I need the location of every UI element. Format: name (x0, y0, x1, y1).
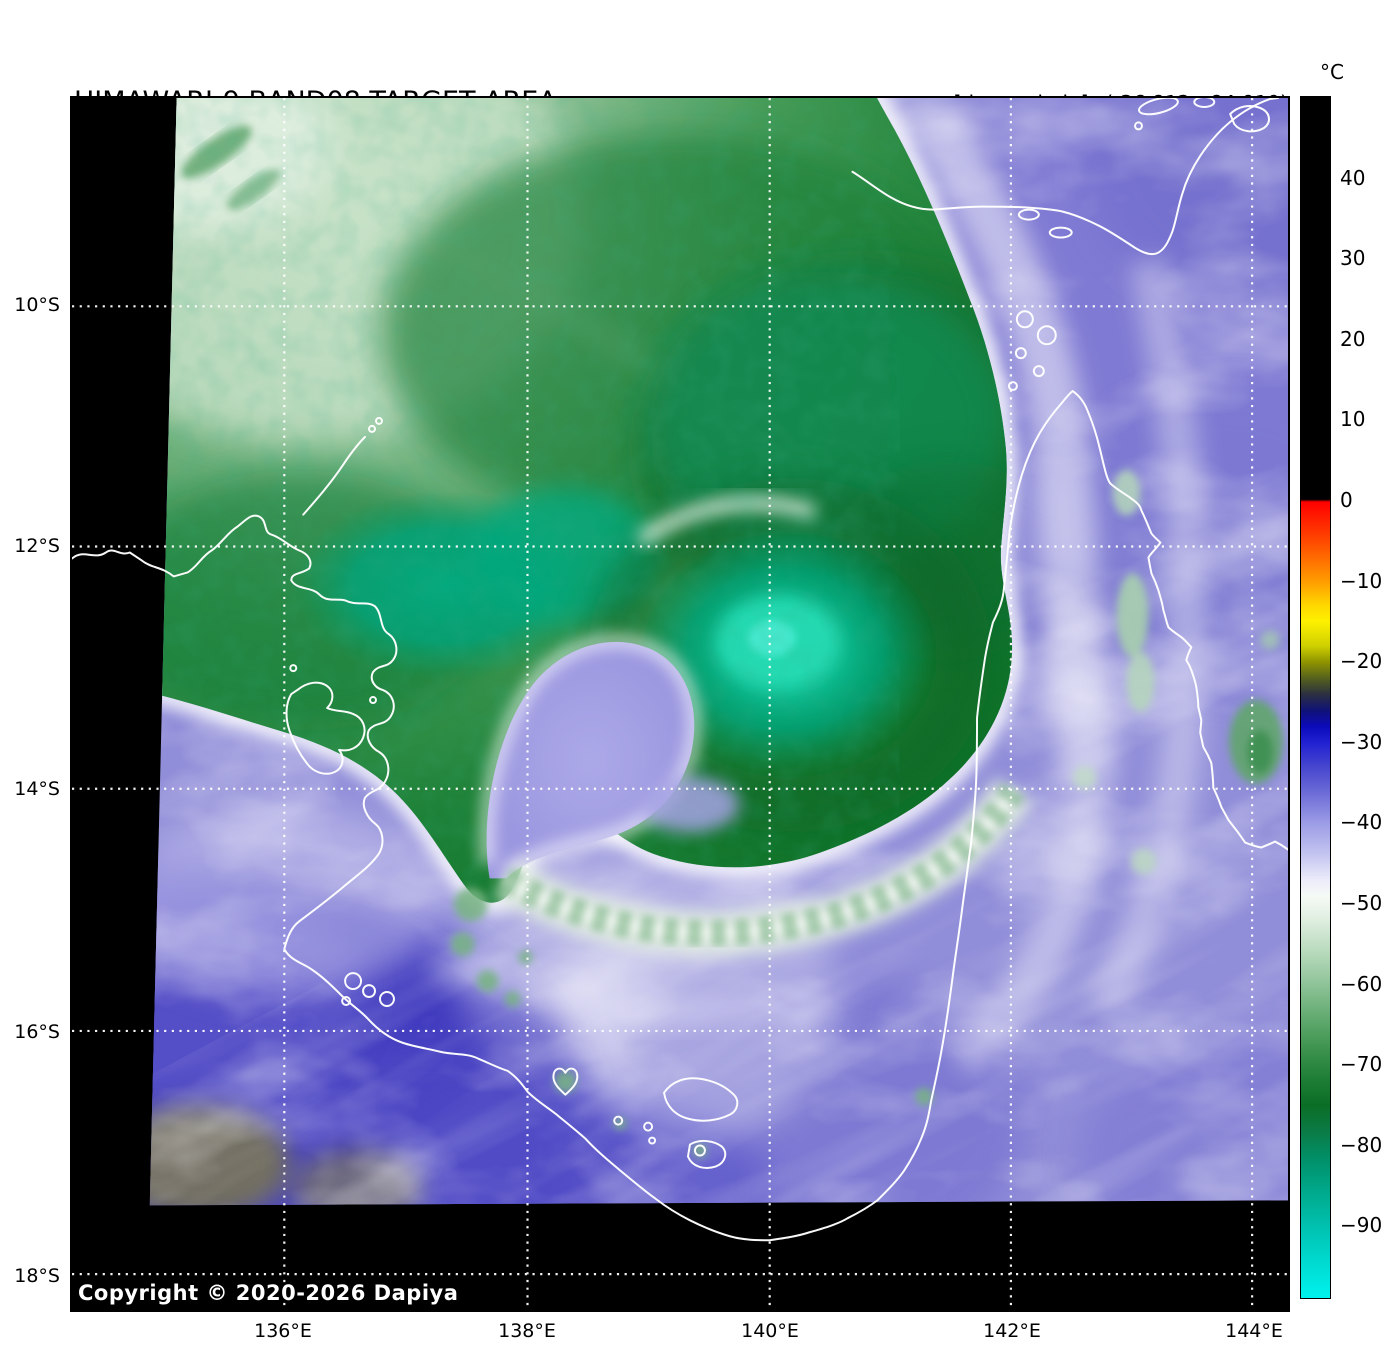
coastline-pellew-islands (341, 972, 395, 1007)
coastlines (72, 98, 1288, 1242)
offshore-cold-patches (1072, 469, 1284, 875)
coastline-australia (72, 390, 1288, 1242)
colorbar-tick: −40 (1340, 810, 1383, 834)
colorbar-tick: 0 (1340, 488, 1353, 512)
y-axis-label: 16°S (14, 1021, 60, 1043)
satellite-map (70, 96, 1290, 1312)
latlon-gridlines (72, 98, 1288, 1310)
dry-slot (481, 636, 740, 880)
colorbar-gradient (1300, 96, 1331, 1299)
scan-data-region (149, 98, 1288, 1206)
y-axis-label: 12°S (14, 535, 60, 557)
colorbar-tick: −80 (1340, 1133, 1383, 1157)
colorbar-tick: 40 (1340, 166, 1366, 190)
coastline-groote-eylandt (285, 681, 366, 775)
colorbar-tick: −20 (1340, 649, 1383, 673)
hook-band (494, 777, 1033, 955)
copyright-watermark: Copyright © 2020-2026 Dapiya (78, 1281, 459, 1305)
x-axis-label: 142°E (983, 1320, 1041, 1342)
y-axis-label: 18°S (14, 1265, 60, 1287)
colorbar-tick: 30 (1340, 246, 1366, 270)
colorbar-tick: −50 (1340, 891, 1383, 915)
colorbar-tick: 10 (1340, 407, 1366, 431)
x-axis-label: 138°E (498, 1320, 556, 1342)
x-axis-label: 144°E (1225, 1320, 1283, 1342)
colorbar-tick: −10 (1340, 569, 1383, 593)
coastline-mornington-island (663, 1077, 739, 1122)
colorbar-tick: −70 (1340, 1052, 1383, 1076)
coastline-new-guinea (851, 98, 1280, 256)
coastline-torres-islands (1007, 310, 1057, 392)
detached-convection-cells (450, 887, 934, 1158)
colorbar-unit-label: °C (1320, 60, 1344, 84)
y-axis-label: 10°S (14, 294, 60, 316)
colorbar-tick: 20 (1340, 327, 1366, 351)
x-axis-label: 136°E (254, 1320, 312, 1342)
x-axis-label: 140°E (741, 1320, 799, 1342)
coastline-bentinck-island (686, 1139, 727, 1169)
coastline-wessel-islands (302, 435, 367, 516)
colorbar-tick: −30 (1340, 730, 1383, 754)
satellite-imagery-svg (72, 98, 1288, 1310)
colorbar-tick: −60 (1340, 972, 1383, 996)
coastline-heart-island (552, 1067, 579, 1096)
colorbar-tick: −90 (1340, 1213, 1383, 1237)
y-axis-label: 14°S (14, 778, 60, 800)
